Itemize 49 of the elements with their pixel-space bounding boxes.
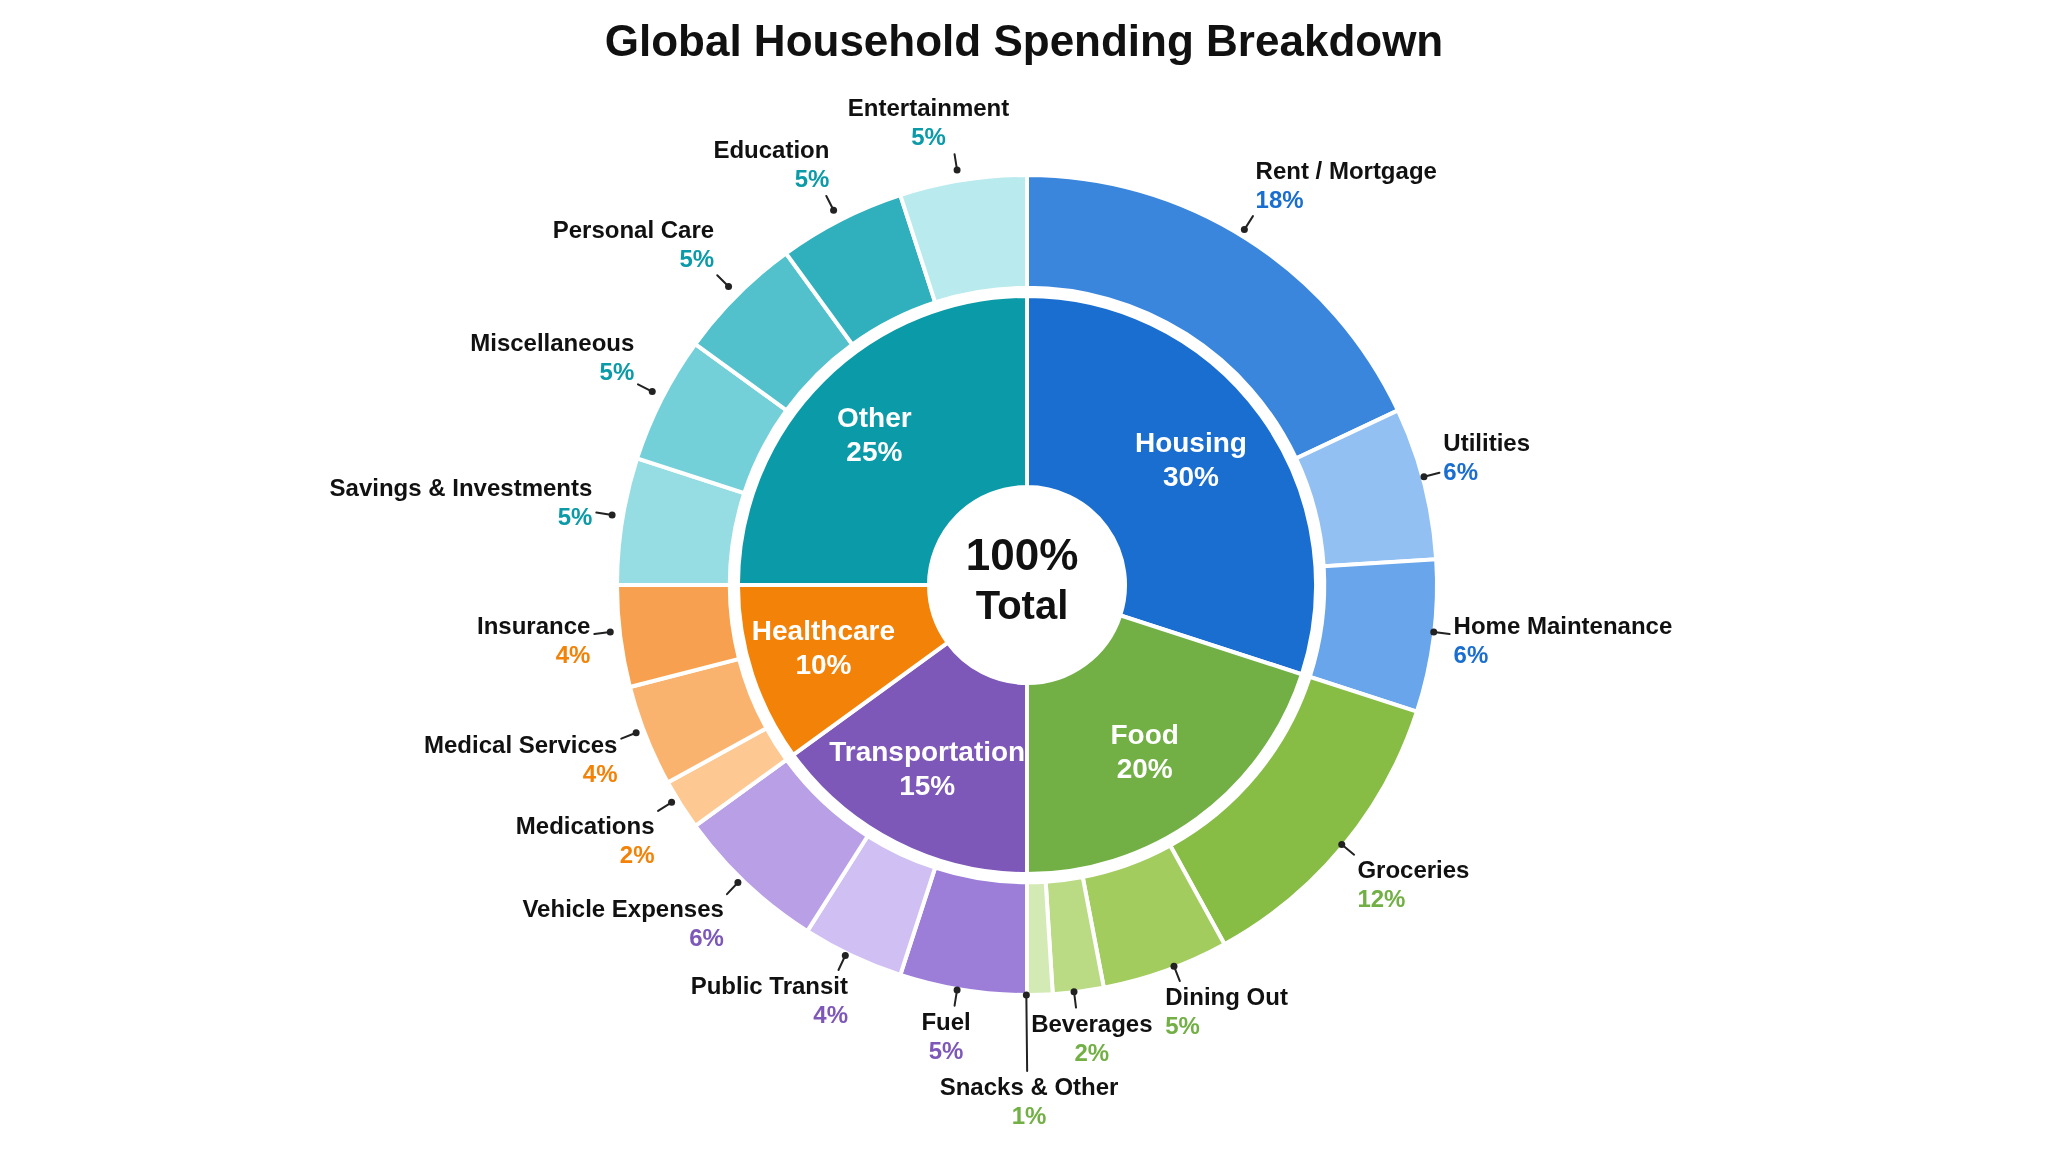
data-label: 6% [689,924,724,952]
slice-label: Insurance [477,612,591,640]
data-label: 5% [557,503,593,531]
slice-label: Beverages [1031,1009,1153,1037]
slice-label: Vehicle Expenses [522,895,724,923]
data-label: 5% [928,1036,964,1064]
data-label: 20% [1116,752,1173,784]
slice-label: Rent / Mortgage [1255,156,1437,184]
slice-label: Home Maintenance [1453,612,1673,640]
data-label: 4% [582,760,618,788]
slice-label: Public Transit [690,971,849,999]
data-label: 4% [813,1000,849,1028]
data-label: 5% [1165,1011,1200,1039]
slice-label: Medications [515,811,655,839]
slice-label: Transportation [829,736,1026,768]
slice-label: Fuel [921,1007,971,1035]
slice-label: Miscellaneous [470,328,635,356]
data-label: 4% [555,641,591,669]
slice-label: Personal Care [552,216,715,244]
data-label: 2% [1074,1038,1110,1066]
slice-label: Entertainment [847,94,1010,122]
data-label: 5% [911,123,946,151]
data-label: 2% [619,840,655,868]
slice-label: Savings & Investments [329,474,593,502]
data-label: 5% [679,245,715,273]
data-label: 30% [1162,461,1220,493]
chart-title: Global Household Spending Breakdown [603,15,1445,67]
data-label: 10% [795,648,852,680]
data-label: 1% [1011,1101,1047,1129]
data-label: 5% [599,357,635,385]
text: Total [975,582,1069,629]
slice-label: Housing [1134,427,1247,459]
data-label: 5% [794,165,830,193]
data-label: 25% [846,436,903,468]
data-label: 18% [1255,185,1304,213]
data-label: 12% [1357,884,1406,912]
slice-label: Snacks & Other [939,1072,1119,1100]
slice-label: Food [1110,718,1179,750]
data-label: 6% [1453,641,1489,669]
slice-label: Other [837,402,912,434]
slice-label: Utilities [1443,429,1531,457]
slice-label: Education [713,136,830,164]
data-label: 6% [1443,458,1479,486]
data-label: 15% [899,770,956,802]
slice-label: Groceries [1357,855,1470,883]
slice-label: Dining Out [1165,982,1288,1010]
text: 100% [965,530,1079,580]
slice-label: Medical Services [424,731,618,759]
slice-label: Healthcare [751,614,895,646]
